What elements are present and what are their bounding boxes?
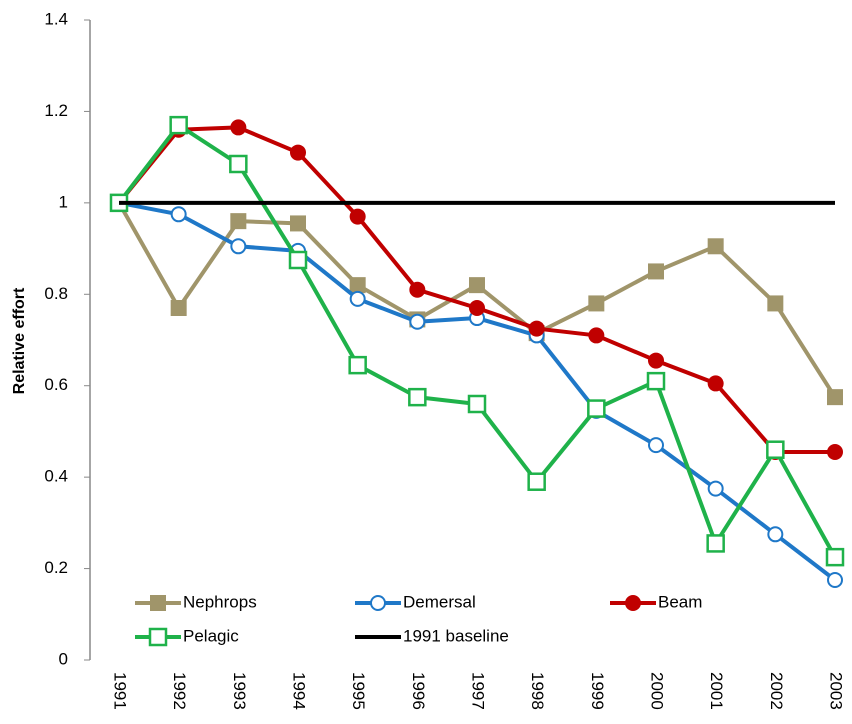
data-point [588, 327, 605, 344]
data-point [827, 389, 843, 406]
data-point [467, 394, 487, 414]
x-tick-label: 1999 [588, 672, 607, 710]
data-point [408, 387, 427, 407]
data-point [469, 277, 485, 294]
data-point [230, 119, 247, 136]
data-point [169, 115, 188, 135]
data-point [646, 371, 666, 391]
data-point [707, 238, 724, 255]
series-line [117, 123, 837, 559]
data-point [409, 313, 426, 330]
x-tick-label: 1998 [528, 672, 547, 710]
legend-label: 1991 baseline [403, 626, 509, 645]
x-tick-label: 1996 [409, 672, 428, 710]
legend-label: Demersal [403, 592, 476, 611]
data-point [290, 215, 306, 232]
data-point [170, 206, 187, 223]
data-point [648, 263, 664, 280]
x-tick-label: 2000 [648, 672, 667, 710]
y-tick-label: 0.8 [44, 284, 68, 303]
data-point [588, 295, 605, 312]
legend-label: Beam [658, 592, 702, 611]
y-tick-label: 1.4 [44, 9, 68, 28]
x-tick-label: 1991 [111, 672, 130, 710]
data-point [527, 472, 546, 491]
legend-marker [150, 595, 166, 611]
data-point [288, 250, 308, 270]
data-point [290, 144, 306, 161]
data-point [349, 290, 366, 307]
data-point [767, 526, 784, 543]
legend-marker [625, 595, 641, 611]
y-tick-label: 1 [59, 192, 68, 211]
data-point [230, 213, 247, 230]
x-tick-label: 1997 [469, 672, 488, 710]
x-tick-label: 2003 [827, 672, 846, 710]
data-point [767, 295, 784, 312]
x-tick-label: 2002 [767, 672, 786, 710]
y-tick-label: 1.2 [44, 101, 68, 120]
x-tick-label: 2001 [707, 672, 726, 710]
y-tick-label: 0.2 [44, 558, 68, 577]
data-point [707, 375, 724, 392]
data-point [349, 277, 366, 294]
data-point [825, 547, 845, 567]
data-point [648, 437, 664, 454]
data-point [587, 399, 606, 418]
data-point [349, 208, 366, 225]
x-tick-label: 1992 [170, 672, 189, 710]
legend-marker [370, 595, 386, 611]
legend-marker [148, 627, 168, 647]
y-tick-label: 0 [59, 649, 68, 668]
x-tick-label: 1995 [349, 672, 368, 710]
data-point [230, 238, 247, 255]
data-point [707, 480, 724, 497]
data-point [827, 444, 843, 460]
y-tick-label: 0.4 [44, 467, 68, 486]
legend-label: Nephrops [183, 592, 257, 611]
data-point [170, 300, 187, 316]
data-point [348, 355, 367, 375]
data-point [229, 154, 248, 174]
data-point [648, 352, 664, 369]
data-point [766, 440, 785, 459]
y-axis-label: Relative effort [11, 287, 28, 394]
x-tick-label: 1993 [230, 672, 249, 710]
x-tick-label: 1994 [290, 672, 309, 710]
data-point [469, 300, 485, 316]
data-point [409, 281, 426, 298]
data-point [827, 572, 843, 588]
data-point [528, 320, 545, 337]
legend-label: Pelagic [183, 626, 239, 645]
data-point [706, 534, 725, 553]
y-tick-label: 0.6 [44, 375, 68, 394]
